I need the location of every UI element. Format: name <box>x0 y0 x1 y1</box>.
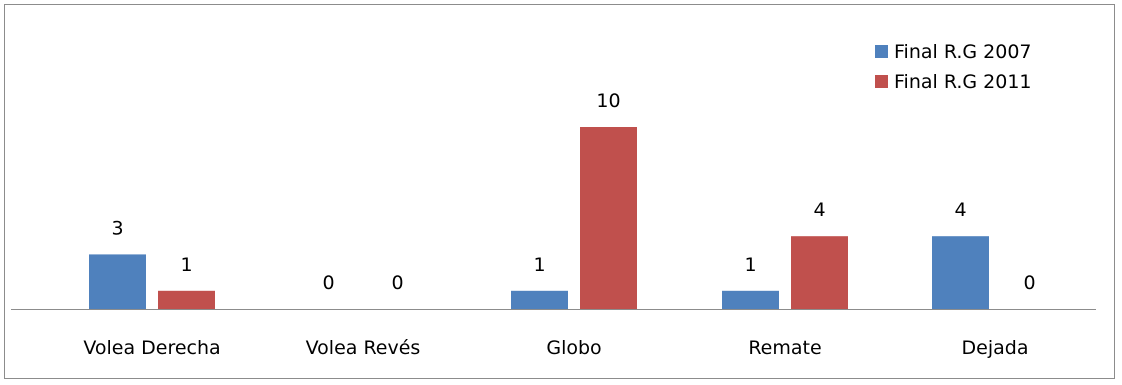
legend-swatch-2 <box>875 75 888 88</box>
data-label-1-4: 1 <box>744 254 756 276</box>
data-label-1-2: 0 <box>322 272 334 294</box>
bar-2-3 <box>580 127 637 309</box>
bar-2-4 <box>791 236 848 309</box>
bar-2-1 <box>158 290 215 309</box>
data-label-2-2: 0 <box>391 272 403 294</box>
legend-label-2: Final R.G 2011 <box>894 71 1032 93</box>
x-tick-label-3: Globo <box>546 337 601 359</box>
data-label-1-1: 3 <box>111 217 123 239</box>
data-label-2-3: 10 <box>596 90 620 112</box>
bar-1-5 <box>932 236 989 309</box>
bar-1-3 <box>511 290 568 309</box>
bar-1-1 <box>89 254 146 309</box>
x-tick-label-1: Volea Derecha <box>83 337 220 359</box>
legend-swatch-1 <box>875 45 888 58</box>
bar-1-4 <box>722 290 779 309</box>
x-tick-label-5: Dejada <box>962 337 1029 359</box>
data-label-1-5: 4 <box>954 199 966 221</box>
data-label-2-5: 0 <box>1023 272 1035 294</box>
data-label-1-3: 1 <box>533 254 545 276</box>
chart-frame <box>4 4 1115 379</box>
legend-label-1: Final R.G 2007 <box>894 41 1032 63</box>
data-label-2-4: 4 <box>813 199 825 221</box>
data-label-2-1: 1 <box>180 254 192 276</box>
x-tick-label-2: Volea Revés <box>306 337 421 359</box>
x-tick-label-4: Remate <box>748 337 821 359</box>
